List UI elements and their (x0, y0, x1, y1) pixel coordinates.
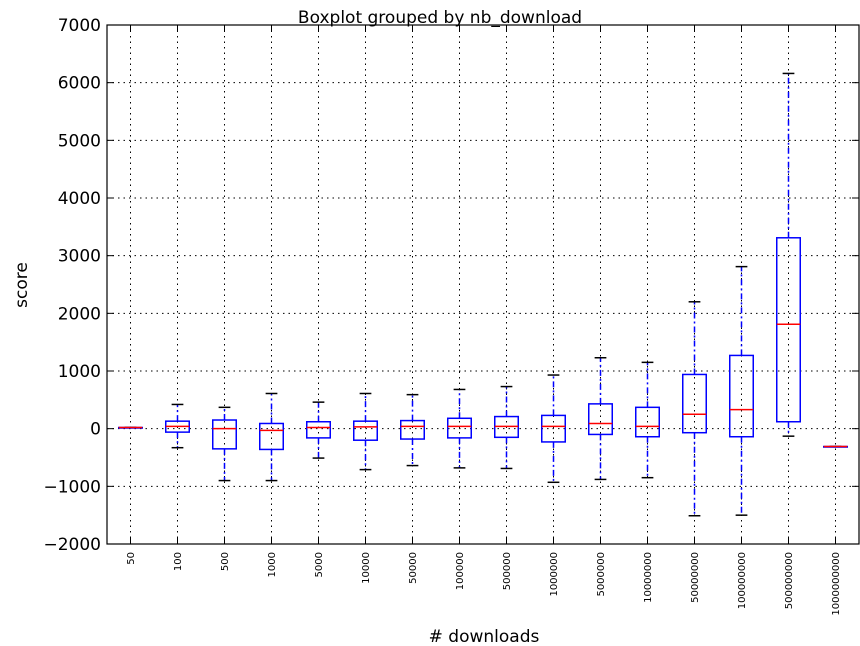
box-1000000 (541, 374, 566, 484)
box-body (541, 414, 566, 443)
box-body (682, 373, 707, 434)
box-body (588, 403, 613, 436)
box-body (259, 422, 284, 451)
chart-title: Boxplot grouped by nb_download (298, 8, 582, 28)
box-1000000000 (823, 445, 848, 448)
y-tick-label: 3000 (58, 247, 101, 267)
box-body (306, 420, 331, 439)
y-tick-label: 7000 (58, 16, 101, 36)
box-body (400, 419, 425, 440)
x-tick-label: 1000 (267, 552, 278, 577)
box-body (212, 419, 237, 450)
box-50 (118, 426, 143, 429)
x-tick-label: 500000000 (784, 552, 795, 609)
x-tick-label: 500 (220, 552, 231, 571)
grid-lines (107, 25, 859, 544)
box-body (729, 354, 754, 438)
y-axis-label: score (12, 262, 32, 308)
box-50000 (400, 393, 425, 467)
axes (106, 24, 860, 545)
x-tick-label: 1000000000 (831, 552, 842, 616)
x-tick-label: 50 (126, 552, 137, 565)
box-body (447, 417, 472, 439)
box-series (118, 72, 848, 517)
y-tick-label: 0 (90, 420, 101, 440)
y-tick-label: −1000 (43, 477, 101, 497)
box-50000000 (682, 301, 707, 517)
box-body (776, 237, 801, 423)
box-body (635, 406, 660, 438)
x-tick-label: 5000 (314, 552, 325, 577)
x-tick-label: 50000 (408, 552, 419, 584)
x-tick-label: 50000000 (690, 552, 701, 603)
box-100000 (447, 388, 472, 469)
box-5000 (306, 401, 331, 459)
x-tick-label: 100000000 (737, 552, 748, 609)
box-10000000 (635, 361, 660, 479)
x-tick-label: 10000 (361, 552, 372, 584)
x-tick-label: 5000000 (596, 552, 607, 597)
y-tick-label: 6000 (58, 74, 101, 94)
box-500000 (494, 385, 519, 470)
tick-labels: −2000 −1000 0 1000 2000 3000 4000 5000 6000 7000 5… (43, 16, 842, 616)
box-500 (212, 406, 237, 482)
x-tick-label: 100000 (455, 552, 466, 590)
x-axis-label: # downloads (429, 627, 540, 646)
x-tick-label: 100 (173, 552, 184, 571)
box-5000000 (588, 356, 613, 481)
x-tick-label: 1000000 (549, 552, 560, 597)
y-tick-label: −2000 (43, 535, 101, 555)
box-10000 (353, 392, 378, 471)
y-tick-label: 4000 (58, 189, 101, 209)
box-500000000 (776, 72, 801, 437)
x-tick-label: 10000000 (643, 552, 654, 603)
box-1000 (259, 392, 284, 482)
box-100 (165, 403, 190, 449)
plot-frame (106, 24, 860, 545)
x-tick-label: 500000 (502, 552, 513, 590)
y-tick-label: 2000 (58, 304, 101, 324)
y-tick-label: 1000 (58, 362, 101, 382)
box-100000000 (729, 265, 754, 516)
y-tick-label: 5000 (58, 131, 101, 151)
box-body (353, 420, 378, 441)
